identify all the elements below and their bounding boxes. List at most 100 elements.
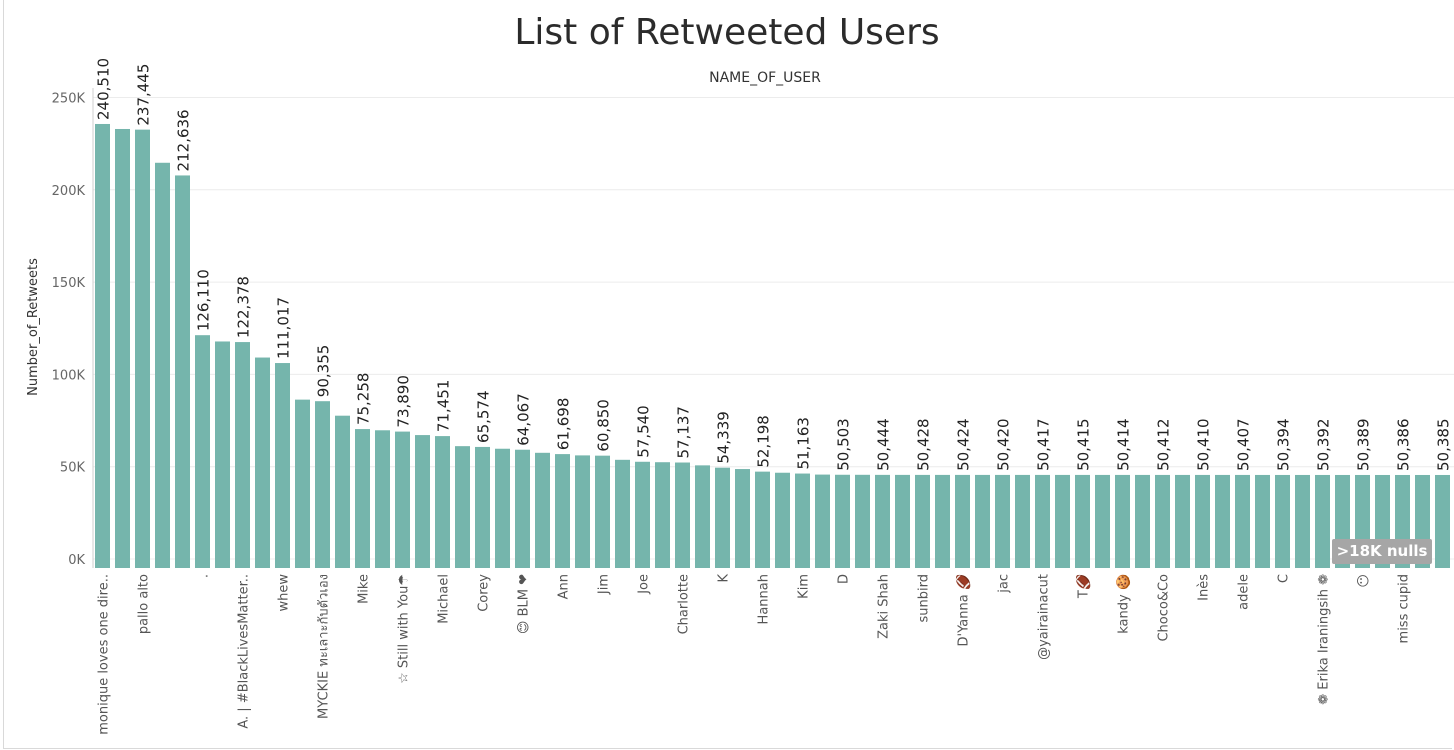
category-labels: monique loves one dire.. pallo alto. A. | … bbox=[97, 574, 1412, 735]
category-label: 😶 bbox=[1357, 574, 1372, 588]
bar[interactable] bbox=[455, 446, 470, 568]
bar[interactable] bbox=[495, 448, 510, 568]
y-tick-label: 100K bbox=[52, 368, 86, 383]
bar[interactable] bbox=[435, 436, 450, 568]
bar[interactable] bbox=[115, 128, 130, 568]
bar[interactable] bbox=[895, 474, 910, 568]
data-label: 60,850 bbox=[595, 399, 613, 452]
bar[interactable] bbox=[555, 454, 570, 568]
bar[interactable] bbox=[575, 455, 590, 568]
bar[interactable] bbox=[415, 435, 430, 568]
bar[interactable] bbox=[595, 455, 610, 568]
bar[interactable] bbox=[1135, 474, 1150, 568]
bar[interactable] bbox=[935, 474, 950, 568]
bar[interactable] bbox=[135, 129, 150, 568]
bar[interactable] bbox=[195, 335, 210, 568]
category-label: sunbird bbox=[917, 574, 932, 622]
category-label: K bbox=[717, 574, 732, 583]
data-label: 50,424 bbox=[955, 418, 973, 471]
bar[interactable] bbox=[515, 449, 530, 568]
bar[interactable] bbox=[875, 474, 890, 568]
bar[interactable] bbox=[235, 342, 250, 568]
bar[interactable] bbox=[1095, 474, 1110, 568]
bar[interactable] bbox=[695, 465, 710, 568]
bar[interactable] bbox=[655, 462, 670, 568]
bar[interactable] bbox=[295, 399, 310, 568]
bar[interactable] bbox=[535, 452, 550, 568]
data-label: 50,386 bbox=[1395, 418, 1413, 471]
y-tick-label: 150K bbox=[52, 276, 86, 291]
bar[interactable] bbox=[715, 467, 730, 568]
data-label: 71,451 bbox=[435, 380, 453, 433]
bar[interactable] bbox=[375, 430, 390, 568]
y-tick-label: 0K bbox=[68, 553, 85, 568]
bar[interactable] bbox=[1015, 474, 1030, 568]
data-label: 237,445 bbox=[135, 64, 153, 126]
null-indicator-badge[interactable]: >18K nulls bbox=[1332, 539, 1432, 564]
bar[interactable] bbox=[1035, 474, 1050, 568]
bar[interactable] bbox=[1055, 474, 1070, 568]
category-label: jac bbox=[997, 574, 1012, 594]
data-label: 50,414 bbox=[1115, 418, 1133, 471]
y-tick-label: 200K bbox=[52, 184, 86, 199]
bar[interactable] bbox=[995, 474, 1010, 568]
bar[interactable] bbox=[315, 401, 330, 568]
bar[interactable] bbox=[735, 469, 750, 568]
bar[interactable] bbox=[275, 363, 290, 568]
bar[interactable] bbox=[335, 415, 350, 568]
data-label: 50,503 bbox=[835, 418, 853, 471]
category-label: Corey bbox=[477, 574, 492, 612]
data-label: 212,636 bbox=[175, 109, 193, 171]
bar[interactable] bbox=[1235, 474, 1250, 568]
bar[interactable] bbox=[675, 462, 690, 568]
category-label: D'Yanna 🏈 bbox=[956, 574, 972, 646]
bar[interactable] bbox=[1155, 474, 1170, 568]
bar[interactable] bbox=[755, 471, 770, 568]
data-label: 64,067 bbox=[515, 393, 533, 446]
bar[interactable] bbox=[915, 474, 930, 568]
category-label: Charlotte bbox=[677, 574, 692, 634]
data-label: 65,574 bbox=[475, 390, 493, 443]
data-label: 54,339 bbox=[715, 411, 733, 464]
bar[interactable] bbox=[1175, 474, 1190, 568]
category-label: ❁ Erika Iraningsih ❁ bbox=[1317, 574, 1332, 705]
bar[interactable] bbox=[775, 472, 790, 568]
bar[interactable] bbox=[795, 473, 810, 568]
data-label: 50,412 bbox=[1155, 418, 1173, 471]
bar[interactable] bbox=[475, 446, 490, 568]
bar[interactable] bbox=[1195, 474, 1210, 568]
bar[interactable] bbox=[175, 175, 190, 568]
bar[interactable] bbox=[835, 474, 850, 568]
bar[interactable] bbox=[1275, 474, 1290, 568]
data-label: 50,407 bbox=[1235, 418, 1253, 471]
category-label: @yairainacut bbox=[1037, 574, 1052, 660]
category-label: Jim bbox=[597, 574, 612, 595]
bar[interactable] bbox=[1115, 474, 1130, 568]
bar[interactable] bbox=[855, 474, 870, 568]
bar[interactable] bbox=[395, 431, 410, 568]
bar[interactable] bbox=[975, 474, 990, 568]
bar[interactable] bbox=[1255, 474, 1270, 568]
bar[interactable] bbox=[255, 357, 270, 568]
data-label: 50,428 bbox=[915, 418, 933, 471]
bar[interactable] bbox=[1075, 474, 1090, 568]
bar[interactable] bbox=[1315, 474, 1330, 568]
bar[interactable] bbox=[95, 123, 110, 568]
data-label: 52,198 bbox=[755, 415, 773, 468]
data-label: 50,415 bbox=[1075, 418, 1093, 471]
bar[interactable] bbox=[1295, 474, 1310, 568]
category-label: D bbox=[837, 574, 852, 584]
bar[interactable] bbox=[635, 461, 650, 568]
bar[interactable] bbox=[1435, 474, 1450, 568]
category-label: 😊 BLM ❤ bbox=[517, 574, 532, 634]
data-label: 51,163 bbox=[795, 417, 813, 470]
bar[interactable] bbox=[1215, 474, 1230, 568]
bar[interactable] bbox=[155, 162, 170, 568]
bar[interactable] bbox=[215, 341, 230, 568]
data-label: 50,444 bbox=[875, 418, 893, 471]
bar[interactable] bbox=[615, 459, 630, 568]
bar[interactable] bbox=[355, 429, 370, 568]
bar[interactable] bbox=[955, 474, 970, 568]
bar[interactable] bbox=[815, 474, 830, 568]
